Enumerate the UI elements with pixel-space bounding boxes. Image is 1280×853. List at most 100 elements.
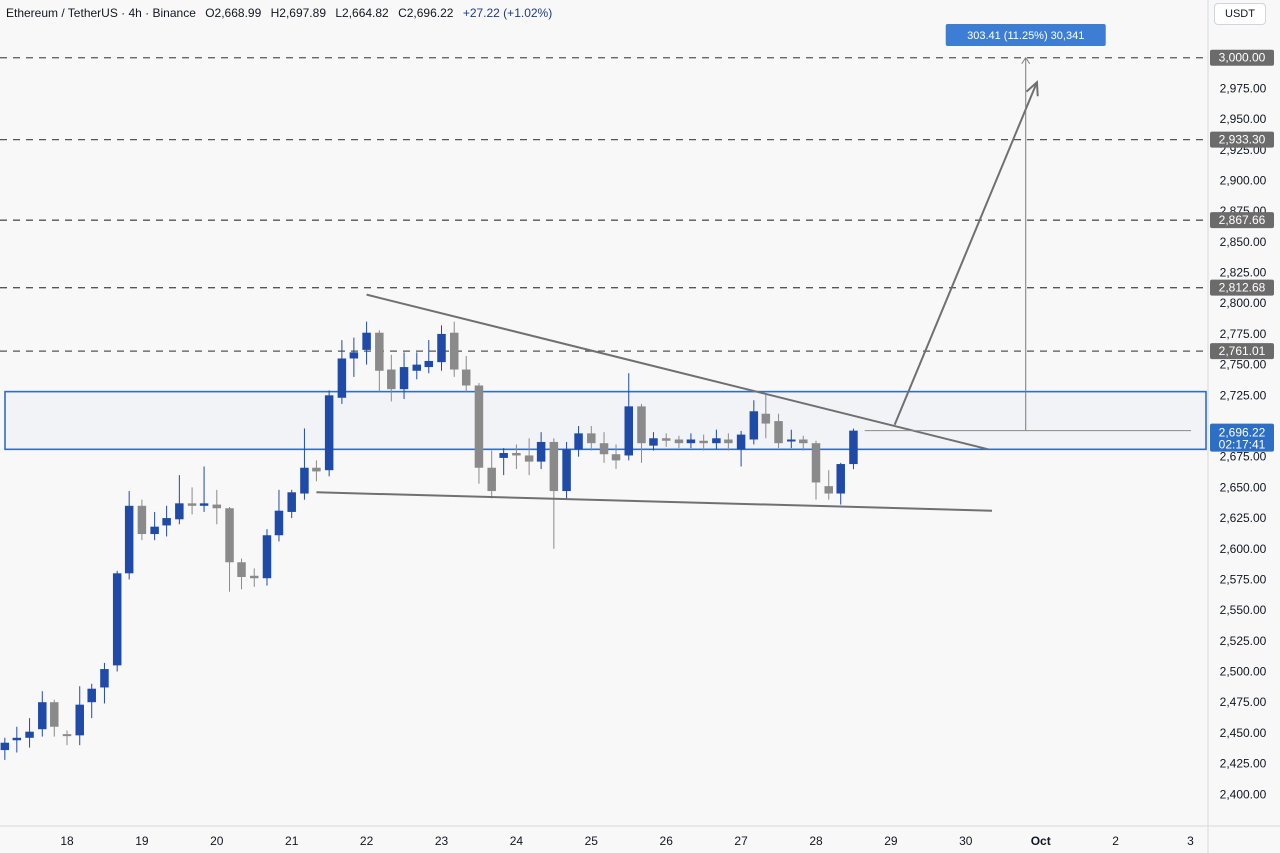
current-price-badge [1210,423,1274,452]
candle-body-up[interactable] [499,453,508,458]
candle-body-up[interactable] [0,742,10,751]
trendline[interactable] [316,491,993,512]
candle-body-down[interactable] [799,439,808,444]
candle-body-down[interactable] [137,505,147,535]
candle-body-down[interactable] [474,385,484,468]
price-tick-label: 2,725.00 [1220,388,1267,402]
candle-body-up[interactable] [100,669,109,688]
candle-body-up[interactable] [337,358,347,398]
candle-body-up[interactable] [287,492,296,512]
candle-body-down[interactable] [674,439,684,444]
time-axis[interactable]: 18 19 20 21 22 23 24 25 26 27 28 29 30 Oct 2 3 [60,834,1194,848]
candle-body-down[interactable] [599,443,609,455]
candle-body-up[interactable] [274,510,284,536]
candle-body-up[interactable] [124,505,134,574]
candle-body-up[interactable] [424,360,434,368]
candle-body-up[interactable] [712,438,721,444]
candle-body-up[interactable] [686,439,696,444]
candle-body-up[interactable] [736,434,746,450]
candle-body-up[interactable] [38,702,47,730]
candle-body-up[interactable] [536,441,546,462]
candle-body-up[interactable] [175,503,184,520]
price-tick-label: 2,900.00 [1220,173,1267,187]
candle-body-up[interactable] [437,333,446,363]
candle-body-down[interactable] [549,441,559,492]
candle-body-up[interactable] [562,449,571,492]
candle-body-down[interactable] [661,438,671,441]
candle-body-up[interactable] [300,467,309,494]
trendlines[interactable] [316,56,1191,512]
price-tick-label: 2,850.00 [1220,235,1267,249]
candle-body-down[interactable] [524,455,534,462]
candle-body-up[interactable] [112,573,122,666]
time-tick-label: 27 [734,834,748,848]
candle-body-up[interactable] [87,688,96,703]
candle-body-up[interactable] [574,433,583,450]
horizontal-levels[interactable] [0,57,1208,352]
currency-button[interactable]: USDT [1214,3,1266,25]
candle-body-up[interactable] [12,737,22,741]
candle-body-down[interactable] [50,702,59,727]
projection-arrowhead [1025,80,1039,97]
symbol-name[interactable]: Ethereum / TetherUS · 4h · Binance [6,6,196,20]
price-tick-label: 2,550.00 [1220,603,1267,617]
change-value: +27.22 (+1.02%) [462,6,553,20]
candle-body-down[interactable] [237,562,246,577]
candle-body-down[interactable] [62,734,72,737]
candle-body-up[interactable] [649,438,658,446]
candle-body-up[interactable] [362,332,371,350]
candle-body-down[interactable] [774,421,783,444]
candle-body-down[interactable] [811,443,821,483]
candle-body-up[interactable] [749,411,759,440]
candle-body-up[interactable] [836,464,845,494]
candle-body-up[interactable] [412,364,422,371]
candle-body-down[interactable] [824,486,833,494]
candle-body-down[interactable] [611,454,621,461]
symbol-header: Ethereum / TetherUS · 4h · Binance O2,66… [6,6,558,20]
candle-body-down[interactable] [637,406,646,444]
candle-body-up[interactable] [849,430,858,465]
candles[interactable] [0,321,858,779]
candle-body-up[interactable] [75,704,84,736]
projection-arrow-line[interactable] [893,81,1038,426]
time-tick-label: 18 [60,834,74,848]
candle-body-down[interactable] [375,332,384,371]
candle-body-up[interactable] [150,526,159,535]
price-tick-label: 2,675.00 [1220,450,1267,464]
candle-body-down[interactable] [699,440,708,444]
candle-body-down[interactable] [512,453,521,456]
price-tick-label: 2,825.00 [1220,266,1267,280]
candle-body-up[interactable] [162,518,171,526]
candle-body-up[interactable] [399,367,409,390]
candle-body-down[interactable] [387,369,396,390]
candle-body-up[interactable] [787,439,796,442]
candle-body-down[interactable] [212,504,222,509]
candle-body-down[interactable] [225,508,234,563]
candle-body-down[interactable] [724,439,733,444]
trendline[interactable] [366,293,989,451]
candle-body-up[interactable] [25,731,34,738]
price-tick-label: 2,400.00 [1220,787,1267,801]
time-tick-label: 22 [360,834,374,848]
candle-body-down[interactable] [587,433,596,444]
candle-body-up[interactable] [199,503,209,506]
time-tick-label: Oct [1031,834,1051,848]
candle-body-down[interactable] [449,332,459,370]
candle-body-down[interactable] [250,575,259,579]
price-axis[interactable]: 2,400.00 2,425.00 2,450.00 2,475.00 2,500.00… [1220,81,1267,801]
time-tick-label: 29 [884,834,898,848]
candle-body-down[interactable] [461,369,471,386]
candle-body-down[interactable] [761,413,771,424]
candle-body-down[interactable] [487,467,496,492]
candle-body-up[interactable] [324,395,334,471]
candle-body-down[interactable] [312,467,321,472]
level-price-label: 2,761.01 [1219,344,1266,358]
candle-body-up[interactable] [262,535,272,579]
measure-label: 303.41 (11.25%) 30,341 [967,30,1084,42]
countdown-label: 02:17:41 [1219,438,1266,452]
level-price-label: 2,933.30 [1219,133,1266,147]
candle-body-down[interactable] [187,503,197,506]
candle-body-up[interactable] [349,352,359,359]
candle-body-up[interactable] [624,406,634,456]
